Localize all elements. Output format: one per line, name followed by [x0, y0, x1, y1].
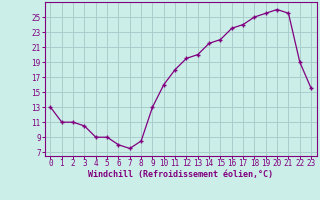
X-axis label: Windchill (Refroidissement éolien,°C): Windchill (Refroidissement éolien,°C) — [88, 170, 273, 179]
